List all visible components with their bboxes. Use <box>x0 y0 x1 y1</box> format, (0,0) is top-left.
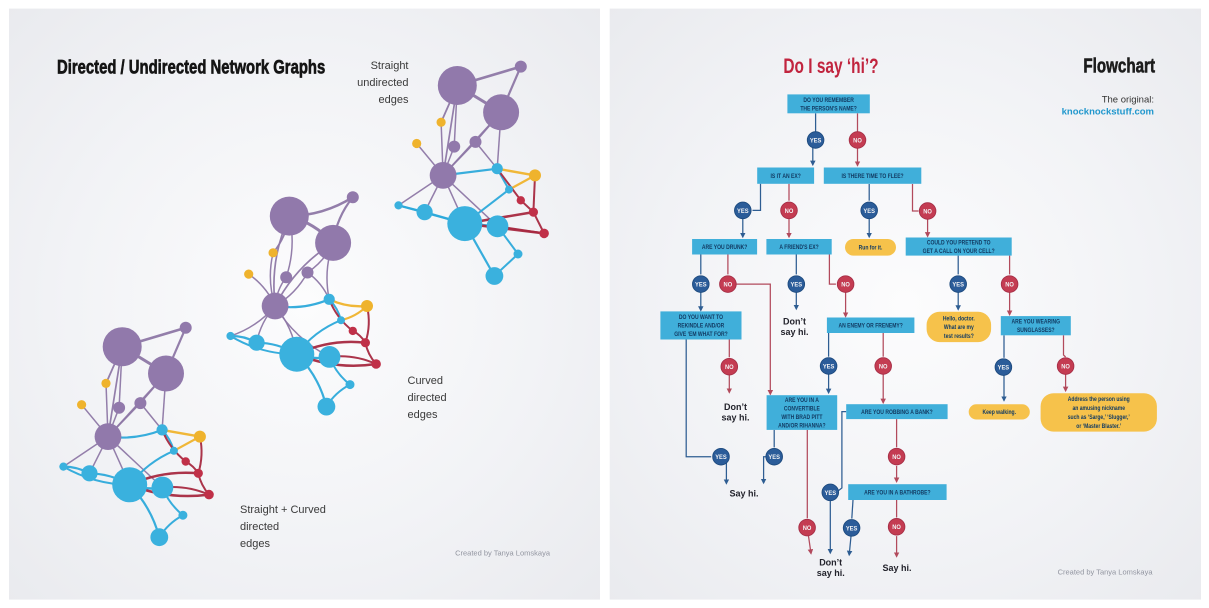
svg-text:YES: YES <box>863 207 875 215</box>
svg-text:IS THERE TIME TO FLEE?: IS THERE TIME TO FLEE? <box>841 173 904 180</box>
svg-text:Directed / Undirected Network: Directed / Undirected Network Graphs <box>57 56 325 78</box>
svg-text:Say hi.: Say hi. <box>882 563 911 573</box>
svg-text:ARE YOU DRUNK?: ARE YOU DRUNK? <box>702 244 748 251</box>
svg-text:ARE YOU IN A BATHROBE?: ARE YOU IN A BATHROBE? <box>864 490 931 497</box>
svg-text:A FRIEND'S EX?: A FRIEND'S EX? <box>779 244 819 251</box>
svg-text:YES: YES <box>695 281 707 289</box>
svg-text:NO: NO <box>725 364 734 372</box>
svg-text:YES: YES <box>998 364 1010 372</box>
svg-text:YES: YES <box>768 454 780 462</box>
svg-text:Run for it.: Run for it. <box>859 245 883 252</box>
svg-text:YES: YES <box>810 137 822 145</box>
svg-text:The original:: The original: <box>1102 95 1154 106</box>
svg-text:YES: YES <box>791 281 803 289</box>
svg-text:AN ENEMY OR FRENEMY?: AN ENEMY OR FRENEMY? <box>838 323 903 330</box>
svg-text:YES: YES <box>823 363 835 371</box>
svg-text:Created by Tanya Lomskaya: Created by Tanya Lomskaya <box>455 549 551 558</box>
svg-text:YES: YES <box>737 207 749 215</box>
svg-text:YES: YES <box>715 454 727 462</box>
svg-text:NO: NO <box>892 524 901 532</box>
svg-text:knocknockstuff.com: knocknockstuff.com <box>1062 106 1154 117</box>
svg-text:NO: NO <box>879 363 888 371</box>
svg-text:Flowchart: Flowchart <box>1083 54 1155 77</box>
svg-text:Created by Tanya Lomskaya: Created by Tanya Lomskaya <box>1058 568 1154 577</box>
svg-text:NO: NO <box>923 208 932 216</box>
svg-text:Keep walking.: Keep walking. <box>982 410 1016 417</box>
svg-text:NO: NO <box>841 281 850 289</box>
svg-text:YES: YES <box>952 281 964 289</box>
svg-text:NO: NO <box>785 207 794 215</box>
svg-text:Say hi.: Say hi. <box>729 489 758 499</box>
svg-text:YES: YES <box>846 525 858 533</box>
svg-text:NO: NO <box>892 454 901 462</box>
svg-text:NO: NO <box>803 525 812 533</box>
svg-text:IS IT AN EX?: IS IT AN EX? <box>771 173 802 180</box>
svg-text:Do I say ‘hi’?: Do I say ‘hi’? <box>783 54 878 78</box>
svg-text:NO: NO <box>1061 363 1070 371</box>
svg-text:NO: NO <box>724 281 733 289</box>
svg-text:NO: NO <box>1005 281 1014 289</box>
svg-text:NO: NO <box>853 137 862 145</box>
svg-text:ARE YOU ROBBING A BANK?: ARE YOU ROBBING A BANK? <box>861 409 933 416</box>
svg-text:YES: YES <box>825 489 837 497</box>
